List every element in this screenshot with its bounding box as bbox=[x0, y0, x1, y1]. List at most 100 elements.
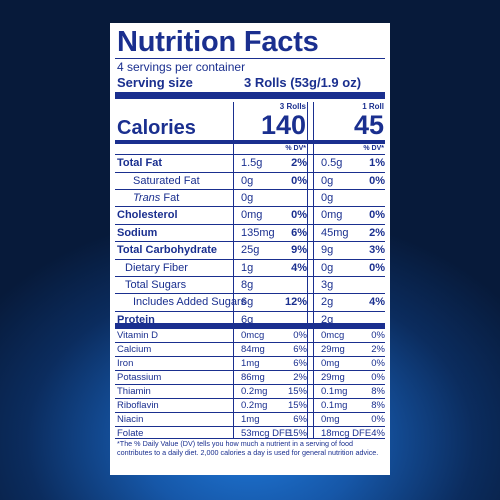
serving-size-value: 3 Rolls (53g/1.9 oz) bbox=[244, 75, 362, 90]
micronutrient-dv-1-roll: 4% bbox=[371, 428, 385, 439]
micronutrient-dv-1-roll: 8% bbox=[371, 400, 385, 411]
micronutrient-amount-1-roll: 29mg bbox=[321, 344, 345, 355]
nutrient-row: Total Fat 1.5g 2% 0.5g 1% bbox=[115, 155, 385, 173]
micronutrient-row: Riboflavin 0.2mg 15% 0.1mg 8% bbox=[115, 399, 385, 413]
nutrient-dv-1-roll: 0% bbox=[369, 209, 385, 221]
micronutrient-dv-1-roll: 2% bbox=[371, 344, 385, 355]
nutrient-row: Includes Added Sugars 6g 12% 2g 4% bbox=[115, 294, 385, 312]
nutrient-dv-3-rolls: 2% bbox=[291, 157, 307, 169]
dv-header-3-rolls: % DV* bbox=[285, 145, 306, 152]
nutrient-label: Cholesterol bbox=[117, 209, 178, 221]
dv-header-1-roll: % DV* bbox=[363, 145, 384, 152]
micronutrient-dv-1-roll: 0% bbox=[371, 372, 385, 383]
nutrient-label: Total Fat bbox=[117, 157, 163, 169]
nutrient-amount-1-roll: 0g bbox=[321, 262, 334, 274]
micronutrient-amount-3-rolls: 1mg bbox=[241, 358, 260, 369]
micronutrient-row: Calcium 84mg 6% 29mg 2% bbox=[115, 343, 385, 357]
micronutrient-row: Iron 1mg 6% 0mg 0% bbox=[115, 357, 385, 371]
column-divider-right bbox=[313, 102, 314, 438]
divider bbox=[115, 438, 385, 439]
calories-value-3-rolls: 140 bbox=[260, 110, 306, 140]
micronutrient-row: Folate 53mcg DFE 15% 18mcg DFE 4% bbox=[115, 427, 385, 440]
micronutrient-dv-3-rolls: 6% bbox=[293, 344, 307, 355]
micronutrient-row: Niacin 1mg 6% 0mg 0% bbox=[115, 413, 385, 427]
nutrient-dv-3-rolls: 12% bbox=[284, 296, 307, 308]
nutrient-dv-1-roll: 3% bbox=[369, 244, 385, 256]
nutrient-dv-1-roll: 2% bbox=[369, 227, 385, 239]
nutrient-label: Includes Added Sugars bbox=[133, 296, 247, 308]
nutrient-row: Total Carbohydrate 25g 9% 9g 3% bbox=[115, 242, 385, 260]
micronutrient-dv-1-roll: 8% bbox=[371, 386, 385, 397]
nutrient-amount-3-rolls: 25g bbox=[241, 244, 260, 256]
nutrient-dv-3-rolls: 0% bbox=[291, 209, 307, 221]
nutrient-row: Saturated Fat 0g 0% 0g 0% bbox=[115, 173, 385, 190]
nutrient-row: Trans Fat 0g 0g bbox=[115, 190, 385, 207]
nutrient-dv-3-rolls: 6% bbox=[291, 227, 307, 239]
micronutrient-dv-1-roll: 0% bbox=[371, 330, 385, 341]
micronutrient-dv-3-rolls: 2% bbox=[293, 372, 307, 383]
thick-divider bbox=[115, 323, 385, 329]
micronutrient-dv-3-rolls: 15% bbox=[287, 400, 307, 411]
micronutrient-label: Niacin bbox=[117, 414, 144, 425]
nutrient-dv-1-roll: 0% bbox=[369, 262, 385, 274]
micronutrient-amount-3-rolls: 84mg bbox=[241, 344, 265, 355]
micronutrient-amount-3-rolls: 86mg bbox=[241, 372, 265, 383]
micronutrient-amount-1-roll: 18mcg DFE bbox=[321, 428, 372, 439]
micronutrient-label: Thiamin bbox=[117, 386, 151, 397]
divider bbox=[115, 58, 385, 59]
micronutrient-row: Thiamin 0.2mg 15% 0.1mg 8% bbox=[115, 385, 385, 399]
nutrient-amount-1-roll: 45mg bbox=[321, 227, 349, 239]
nutrient-label: Total Sugars bbox=[125, 279, 187, 291]
nutrient-label: Trans Fat bbox=[133, 192, 180, 204]
nutrient-amount-3-rolls: 0mg bbox=[241, 209, 263, 221]
nutrition-facts-label: Nutrition Facts 4 servings per container… bbox=[110, 23, 390, 475]
nutrient-amount-3-rolls: 6g bbox=[241, 296, 254, 308]
nutrient-dv-3-rolls: 4% bbox=[291, 262, 307, 274]
micronutrient-dv-3-rolls: 0% bbox=[293, 330, 307, 341]
nutrient-dv-1-roll: 4% bbox=[369, 296, 385, 308]
nutrient-amount-1-roll: 2g bbox=[321, 296, 334, 308]
micronutrient-label: Vitamin D bbox=[117, 330, 159, 341]
nutrient-amount-3-rolls: 135mg bbox=[241, 227, 275, 239]
micronutrient-dv-1-roll: 0% bbox=[371, 414, 385, 425]
medium-divider bbox=[115, 140, 385, 144]
column-header-3-rolls: 3 Rolls bbox=[279, 102, 306, 111]
micronutrient-label: Iron bbox=[117, 358, 134, 369]
nutrient-dv-1-roll: 0% bbox=[369, 175, 385, 187]
column-divider-left bbox=[233, 102, 234, 438]
micronutrient-dv-3-rolls: 6% bbox=[293, 414, 307, 425]
nutrient-amount-1-roll: 0.5g bbox=[321, 157, 343, 169]
nutrient-row: Total Sugars 8g 3g bbox=[115, 277, 385, 294]
micronutrient-label: Riboflavin bbox=[117, 400, 159, 411]
micronutrient-amount-3-rolls: 0mcg bbox=[241, 330, 265, 341]
thick-divider bbox=[115, 92, 385, 99]
calories-label: Calories bbox=[117, 117, 196, 139]
nutrient-row: Cholesterol 0mg 0% 0mg 0% bbox=[115, 207, 385, 225]
footnote: *The % Daily Value (DV) tells you how mu… bbox=[117, 439, 379, 457]
micronutrient-amount-1-roll: 29mg bbox=[321, 372, 345, 383]
nutrient-amount-1-roll: 0g bbox=[321, 175, 334, 187]
micronutrient-label: Calcium bbox=[117, 344, 152, 355]
nutrient-amount-3-rolls: 0g bbox=[241, 192, 254, 204]
micronutrient-label: Folate bbox=[117, 428, 144, 439]
nutrient-amount-3-rolls: 1g bbox=[241, 262, 254, 274]
nutrient-label: Saturated Fat bbox=[133, 175, 200, 187]
nutrient-label: Sodium bbox=[117, 227, 158, 239]
micronutrient-amount-1-roll: 0mg bbox=[321, 414, 340, 425]
micronutrient-dv-3-rolls: 6% bbox=[293, 358, 307, 369]
nutrient-amount-1-roll: 3g bbox=[321, 279, 334, 291]
nutrient-amount-3-rolls: 1.5g bbox=[241, 157, 263, 169]
nutrient-amount-3-rolls: 0g bbox=[241, 175, 254, 187]
nutrient-row: Dietary Fiber 1g 4% 0g 0% bbox=[115, 260, 385, 277]
micronutrient-amount-3-rolls: 0.2mg bbox=[241, 386, 268, 397]
column-header-1-roll: 1 Roll bbox=[362, 102, 384, 111]
column-divider-middle bbox=[307, 102, 308, 438]
label-title: Nutrition Facts bbox=[117, 26, 319, 58]
nutrient-amount-3-rolls: 8g bbox=[241, 279, 254, 291]
serving-size-label: Serving size bbox=[117, 75, 193, 90]
nutrient-dv-1-roll: 1% bbox=[369, 157, 385, 169]
servings-per-container: 4 servings per container bbox=[117, 60, 246, 74]
micronutrient-amount-1-roll: 0mg bbox=[321, 358, 340, 369]
nutrient-amount-1-roll: 9g bbox=[321, 244, 334, 256]
calories-value-1-roll: 45 bbox=[353, 110, 384, 140]
